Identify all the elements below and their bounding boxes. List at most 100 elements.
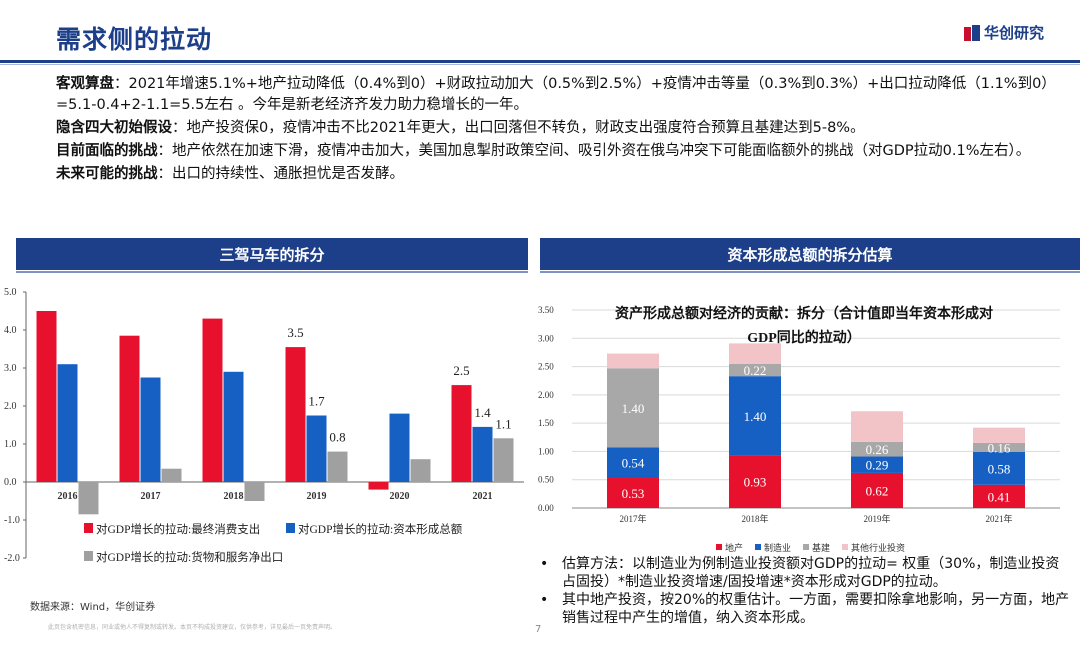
- logo-icon: [963, 24, 980, 41]
- y-tick-label: 2.0: [4, 401, 17, 412]
- right-panel-title: 资本形成总额的拆分估算: [540, 238, 1080, 273]
- disclaimer: 此页包含机密信息，同业或他人不得复制或转发。本页不构成投资建议，仅供参考，详见最…: [48, 624, 337, 631]
- bar-capital: [306, 415, 327, 482]
- paragraph-body: ：地产投资保0，疫情冲击不比2021年更大，出口回落但不转负，财政支出强度符合预…: [172, 120, 865, 136]
- bar-net-export: [244, 482, 265, 501]
- stack-manufacturing: [607, 447, 659, 479]
- stack-other: [729, 343, 781, 364]
- paragraph-lead: 未来可能的挑战: [56, 166, 158, 182]
- stack-infrastructure: [607, 368, 659, 448]
- paragraph-body: ：出口的持续性、通胀担忧是否发酵。: [157, 166, 405, 182]
- x-tick-label: 2021: [473, 491, 493, 502]
- legend-label: 其他行业投资: [851, 542, 905, 553]
- y-tick-label: 0.0: [4, 477, 17, 488]
- data-label: 1.1: [495, 416, 511, 431]
- x-tick-label: 2018年: [741, 513, 768, 524]
- stack-other: [973, 427, 1025, 443]
- bar-consumption: [202, 318, 223, 482]
- x-tick-label: 2018: [224, 491, 244, 502]
- y-tick-label: 1.0: [4, 439, 17, 450]
- data-label: 0.54: [622, 456, 645, 471]
- legend-swatch: [842, 544, 848, 550]
- bar-consumption: [451, 385, 472, 482]
- header-divider-thin: [0, 64, 1080, 65]
- y-tick-label: 2.00: [538, 390, 554, 400]
- gdp-contribution-chart: 5.0 4.0 3.0 2.0 1.0 0.0 -1.0 -2.0 2016 2017 2018 20…: [4, 287, 524, 564]
- y-tick-label: 5.0: [4, 287, 17, 298]
- bar-consumption: [285, 347, 306, 482]
- bullet-icon: •: [540, 592, 549, 608]
- slide-header: 需求侧的拉动 华创研究: [0, 0, 1080, 65]
- data-label: 0.62: [866, 483, 889, 498]
- y-tick-label: 1.50: [538, 418, 554, 428]
- x-tick-label: 2016: [58, 491, 78, 502]
- paragraph-objective: 客观算盘：2021年增速5.1%+地产拉动降低（0.4%到0）+财政拉动加大（0…: [56, 74, 1056, 116]
- bar-net-export: [410, 459, 431, 482]
- paragraph-lead: 客观算盘: [56, 76, 114, 92]
- x-tick-label: 2017年: [619, 513, 646, 524]
- data-label: 0.53: [622, 486, 645, 501]
- data-label: 1.7: [308, 394, 325, 409]
- x-tick-label: 2019: [307, 491, 327, 502]
- bar-capital: [57, 364, 78, 482]
- stack-other: [851, 411, 903, 442]
- legend-label: 对GDP增长的拉动:资本形成总额: [298, 522, 463, 536]
- bar-consumption: [368, 482, 389, 490]
- legend-label: 基建: [812, 542, 830, 553]
- y-tick-label: 1.00: [538, 446, 554, 456]
- bar-consumption: [36, 311, 57, 482]
- bar-capital: [140, 377, 161, 482]
- legend-swatch: [84, 523, 93, 533]
- paragraph-challenges: 目前面临的挑战：地产依然在加速下滑，疫情冲击加大，美国加息掣肘政策空间、吸引外资…: [56, 141, 1056, 162]
- x-tick-label: 2020: [390, 491, 410, 502]
- method-notes: • 估算方法：以制造业为例制造业投资额对GDP的拉动= 权重（30%，制造业投资占…: [540, 556, 1070, 628]
- paragraph-future: 未来可能的挑战：出口的持续性、通胀担忧是否发酵。: [56, 164, 1056, 185]
- note-text: 其中地产投资，按20%的权重估计。一方面，需要扣除拿地影响，另一方面，地产销售过…: [562, 592, 1070, 626]
- x-tick-label: 2021年: [985, 513, 1012, 524]
- data-label: 0.41: [988, 489, 1011, 504]
- bar-capital: [389, 413, 410, 482]
- legend-swatch: [716, 544, 722, 550]
- data-source: 数据来源：Wind，华创证券: [30, 602, 156, 613]
- data-label: 0.93: [744, 475, 767, 490]
- logo-text: 华创研究: [983, 24, 1044, 42]
- capital-formation-chart: 3.50 3.00 2.50 2.00 1.50 1.00 0.50 0.00 资产形成总额对经…: [538, 305, 1060, 553]
- bar-capital: [472, 426, 493, 482]
- note-text: 估算方法：以制造业为例制造业投资额对GDP的拉动= 权重（30%，制造业投资占固…: [562, 556, 1060, 590]
- stack-realestate: [851, 472, 903, 508]
- y-tick-label: 3.00: [538, 333, 554, 343]
- y-tick-label: 0.00: [538, 503, 554, 513]
- data-label: 0.8: [329, 430, 345, 445]
- legend-swatch: [84, 551, 93, 561]
- bar-net-export: [78, 482, 99, 515]
- left-panel-title: 三驾马车的拆分: [16, 238, 528, 273]
- legend-label: 对GDP增长的拉动:最终消费支出: [96, 522, 260, 536]
- y-tick-label: 3.50: [538, 305, 554, 315]
- x-tick-label: 2017: [141, 491, 161, 502]
- data-label: 1.40: [744, 409, 767, 424]
- legend-label: 对GDP增长的拉动:货物和服务净出口: [96, 550, 283, 564]
- y-tick-label: 0.50: [538, 475, 554, 485]
- data-label: 1.4: [474, 405, 491, 420]
- data-label: 0.22: [744, 363, 767, 378]
- data-label: 0.58: [988, 461, 1011, 476]
- bar-net-export: [493, 438, 514, 482]
- y-tick-label: -2.0: [4, 553, 20, 564]
- stack-other: [607, 353, 659, 369]
- bar-capital: [223, 371, 244, 482]
- company-logo: 华创研究: [963, 22, 1044, 43]
- x-tick-label: 2019年: [863, 513, 890, 524]
- paragraph-assumptions: 隐含四大初始假设：地产投资保0，疫情冲击不比2021年更大，出口回落但不转负，财…: [56, 118, 1056, 139]
- page-title: 需求侧的拉动: [56, 25, 213, 54]
- legend-swatch: [755, 544, 761, 550]
- y-tick-label: -1.0: [4, 515, 20, 526]
- stack-manufacturing: [851, 456, 903, 473]
- bar-net-export: [327, 451, 348, 482]
- stack-infrastructure: [729, 363, 781, 377]
- legend-swatch: [286, 523, 295, 533]
- stack-realestate: [607, 478, 659, 508]
- data-label: 2.5: [453, 363, 469, 378]
- chart-title: GDP同比的拉动）: [747, 329, 861, 346]
- data-label: 0.29: [866, 458, 889, 473]
- stack-realestate: [973, 484, 1025, 508]
